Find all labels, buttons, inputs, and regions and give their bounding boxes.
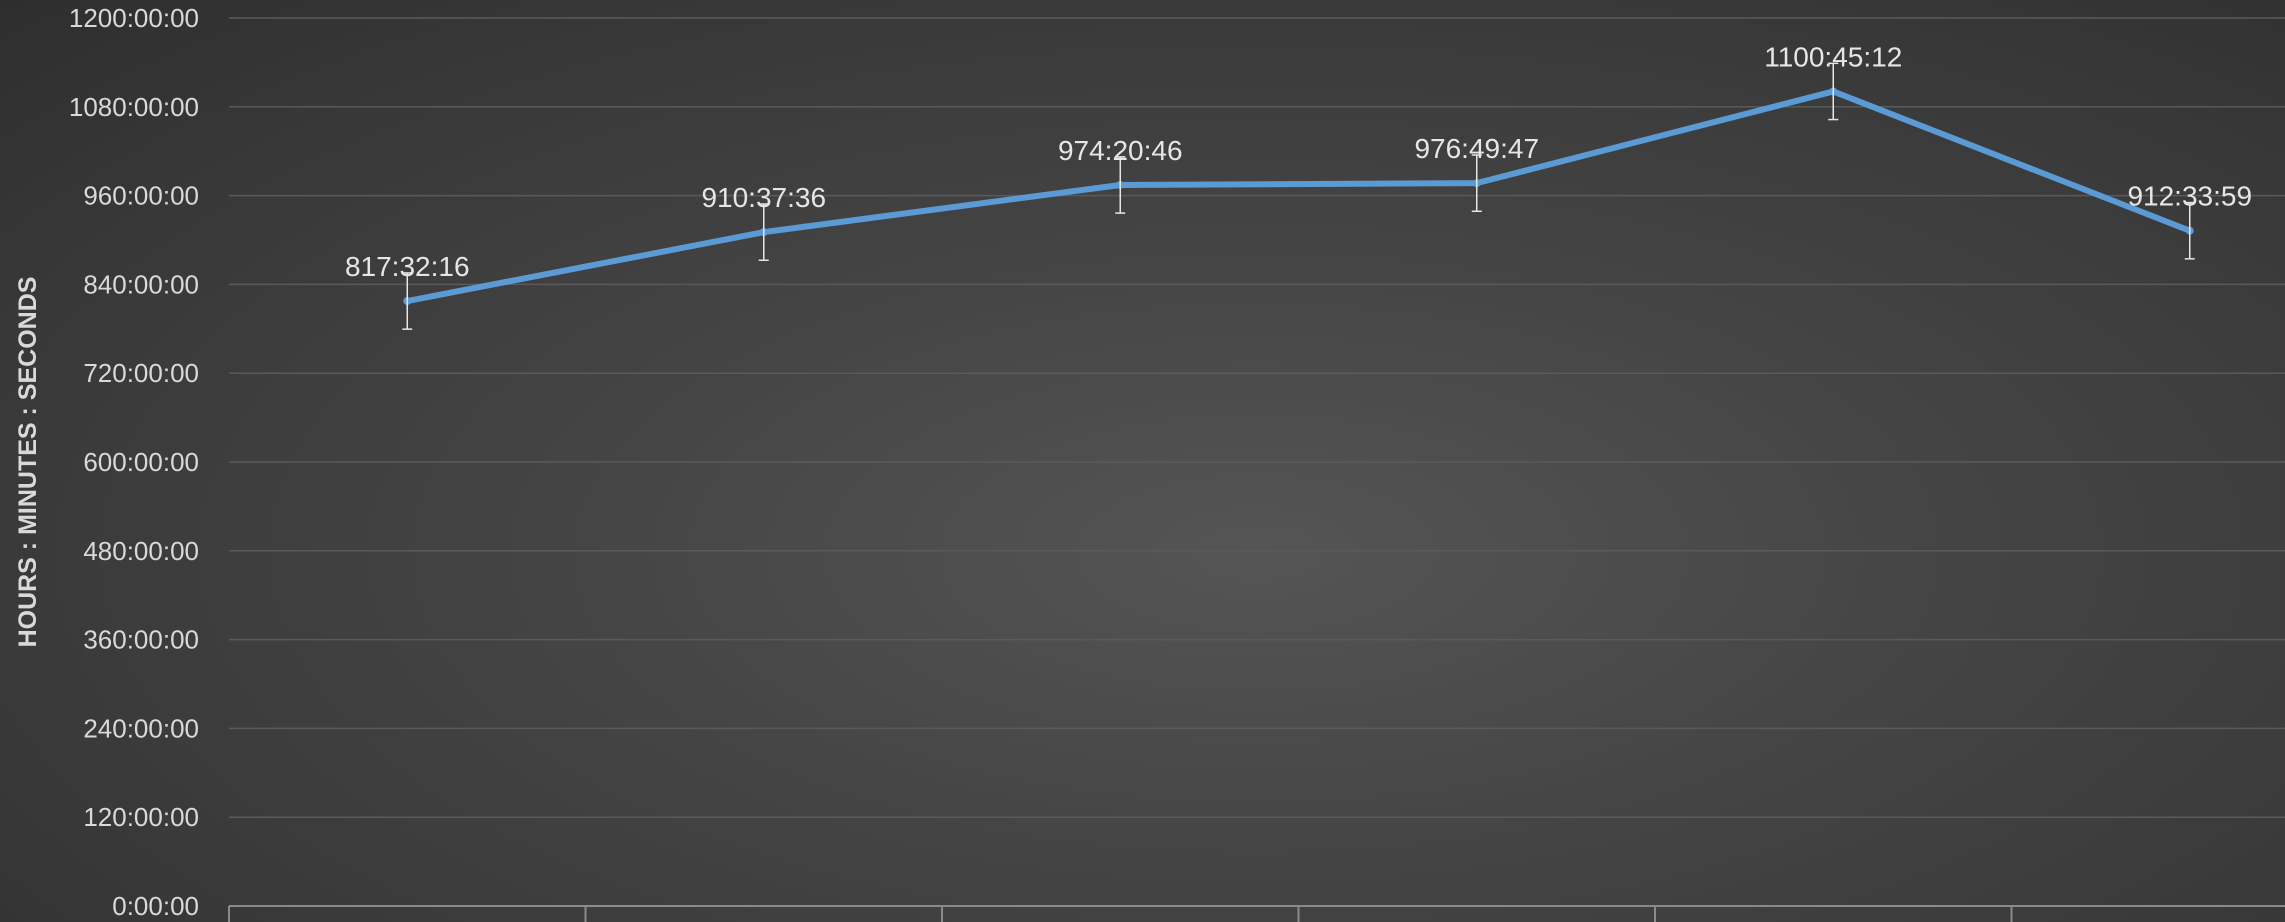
- y-tick-label: 240:00:00: [83, 713, 199, 743]
- x-tick-label: 2015 Aug: [352, 918, 462, 922]
- y-tick-label: 1200:00:00: [69, 3, 199, 33]
- y-axis-title: HOURS : MINUTES : SECONDS: [14, 277, 42, 648]
- data-label: 976:49:47: [1414, 133, 1539, 164]
- y-tick-label: 960:00:00: [83, 181, 199, 211]
- x-tick-label: 2015 Nov: [1421, 918, 1532, 922]
- series-line: [404, 88, 2193, 305]
- x-axis: 2015 Aug 2015 Sept 2015 Oct 2015 Nov 2015 De…: [228, 905, 2285, 922]
- x-tick-label: 2015 Oct: [1067, 918, 1173, 922]
- data-label: 974:20:46: [1058, 135, 1183, 166]
- data-label: 912:33:59: [2127, 181, 2252, 212]
- x-tick-label: 2015 Sept: [704, 918, 823, 922]
- error-bars: [402, 62, 2195, 330]
- y-tick-label: 360:00:00: [83, 625, 199, 655]
- series: [403, 87, 2194, 306]
- data-label: 1100:45:12: [1764, 41, 1902, 72]
- x-tick-label: 2015 Dec: [1778, 918, 1889, 922]
- data-label: 910:37:36: [701, 182, 826, 213]
- x-tick-label: 2016 Jan: [2136, 918, 2243, 922]
- y-tick-label: 480:00:00: [83, 536, 199, 566]
- y-tick-label: 720:00:00: [83, 358, 199, 388]
- y-tick-label: 600:00:00: [83, 447, 199, 477]
- y-tick-label: 1080:00:00: [69, 92, 199, 122]
- data-labels: 817:32:16 910:37:36 974:20:46 976:49:47 1100…: [345, 41, 2252, 282]
- y-tick-label: 840:00:00: [83, 269, 199, 299]
- y-tick-label: 0:00:00: [112, 891, 199, 921]
- gridlines: [229, 17, 2285, 907]
- y-tick-label: 120:00:00: [83, 802, 199, 832]
- y-axis: 0:00:00 120:00:00 240:00:00 360:00:00 480:00…: [69, 3, 199, 921]
- data-label: 817:32:16: [345, 251, 470, 282]
